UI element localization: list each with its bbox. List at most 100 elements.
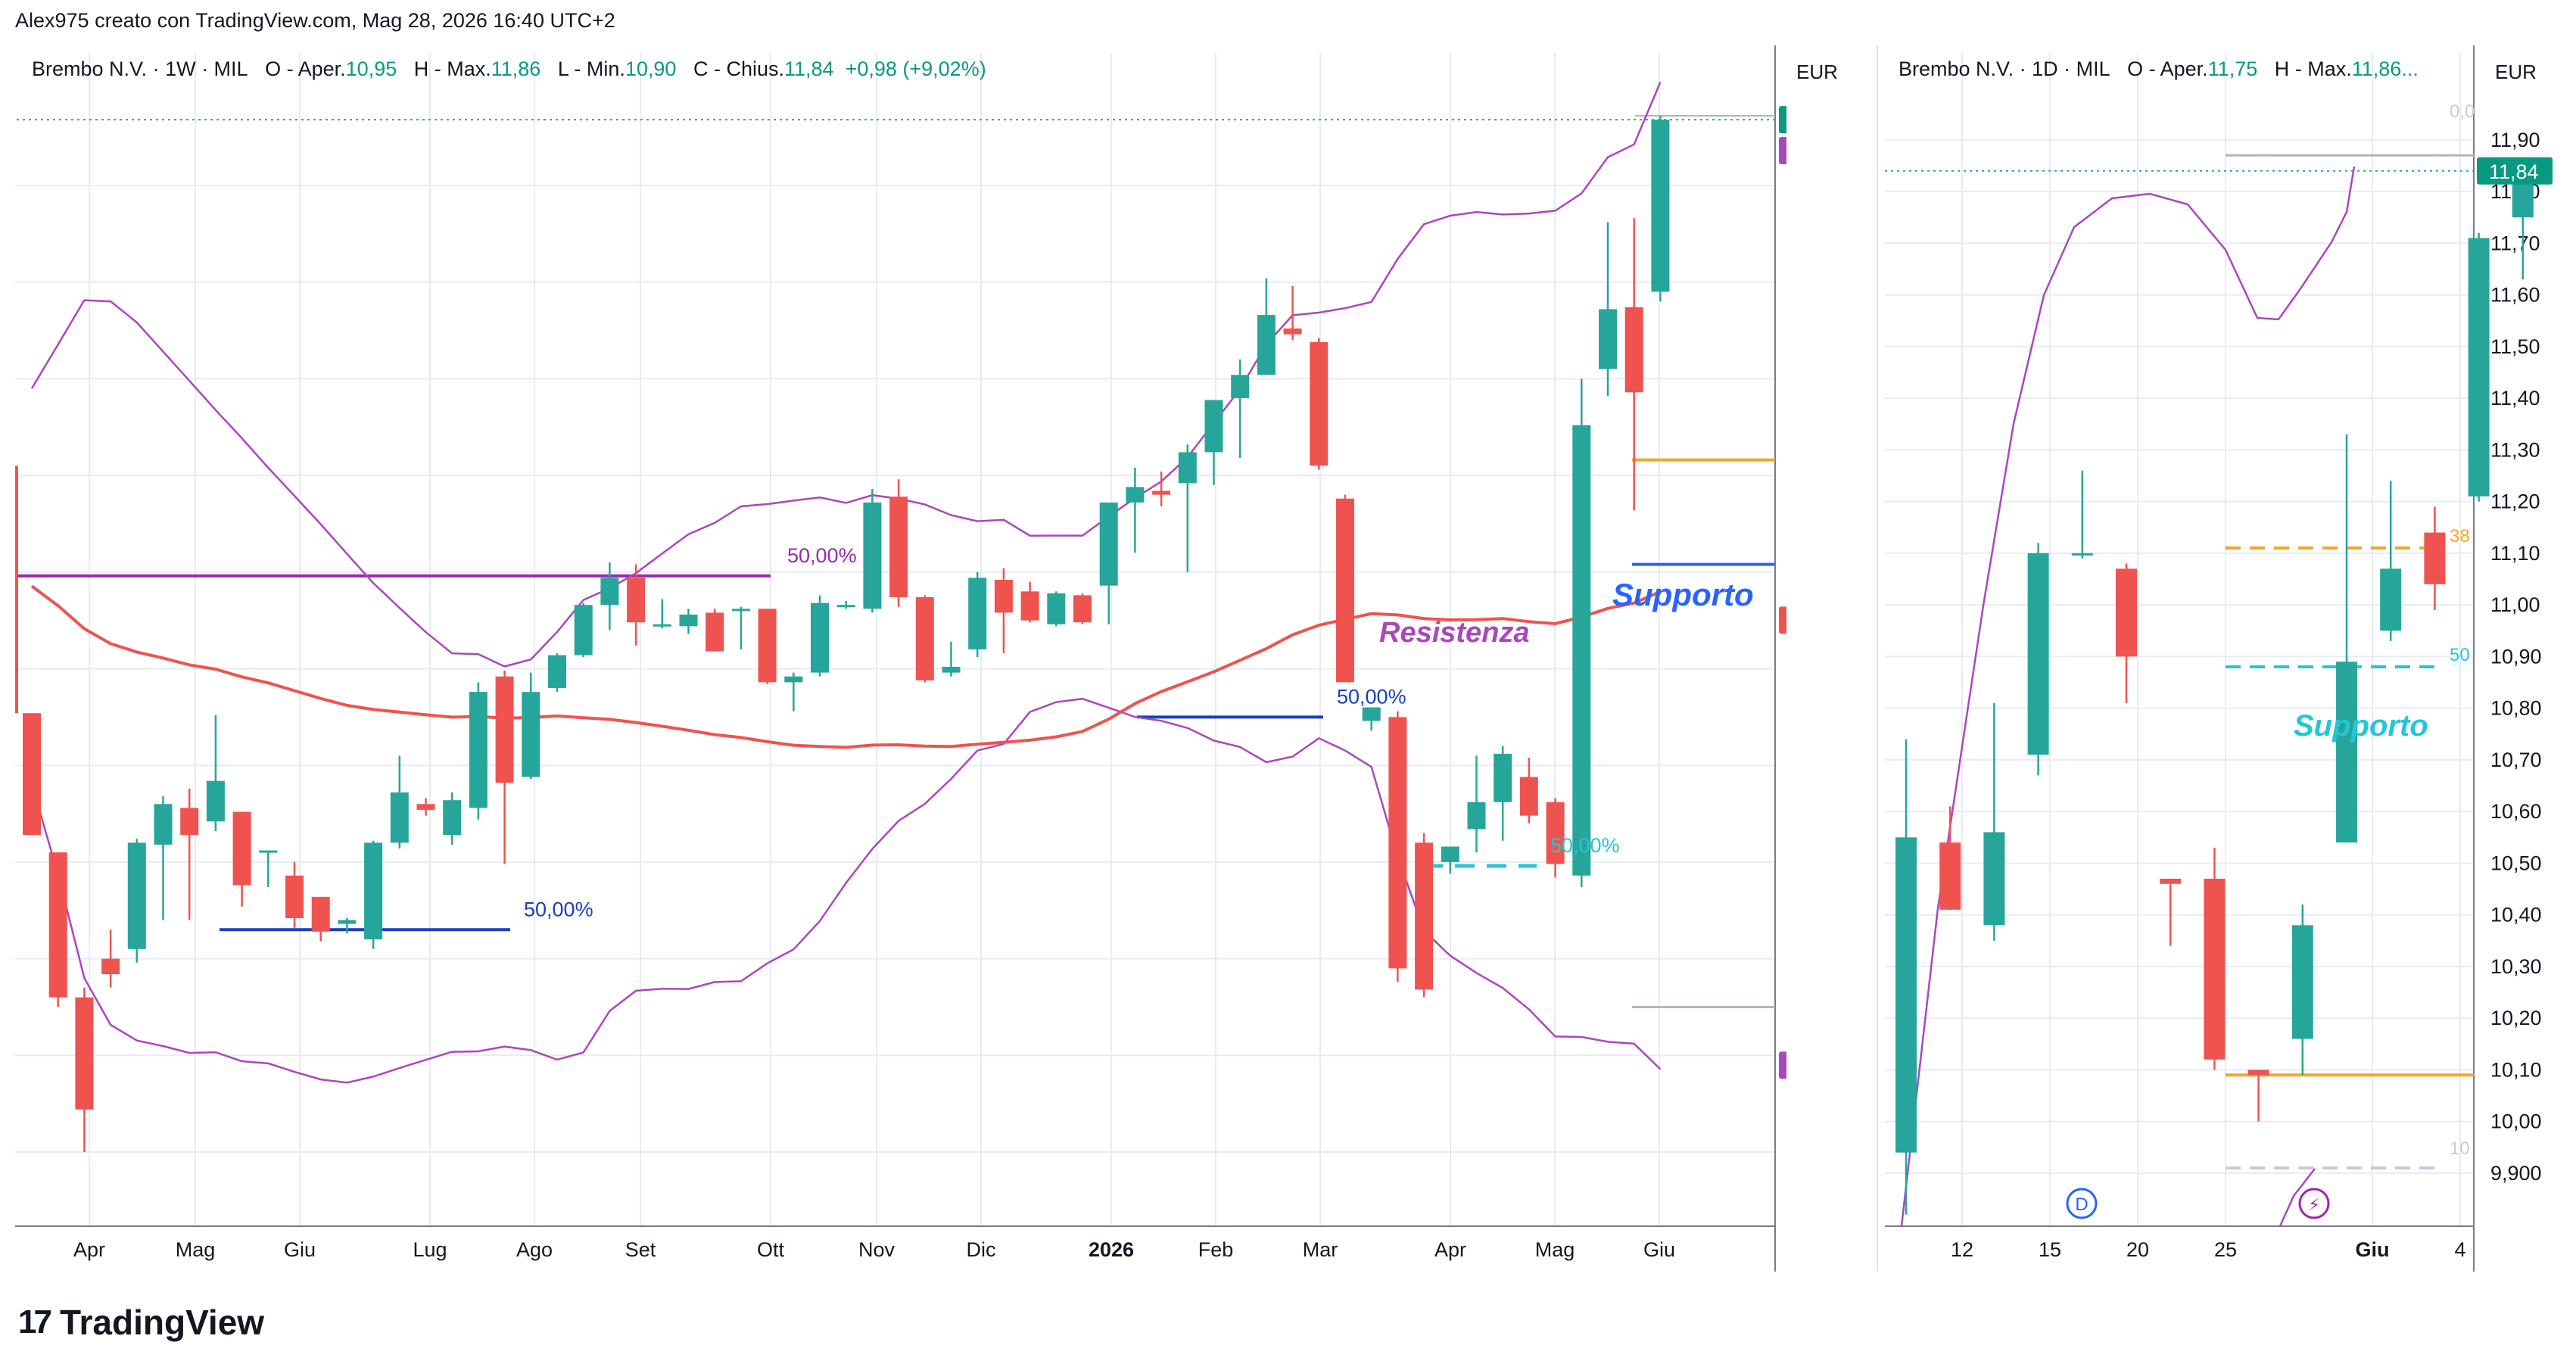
candle-body — [522, 692, 540, 777]
candle-body — [863, 502, 882, 609]
candle-body — [1047, 593, 1066, 624]
fib-label-50-resistance: 50,00% — [787, 544, 857, 567]
candle-body — [1441, 846, 1459, 862]
candle-body — [75, 997, 94, 1110]
candle-body — [574, 605, 593, 655]
candle-body — [2160, 878, 2182, 884]
y-tick-label: 10,70 — [2490, 749, 2542, 771]
candle-body — [1388, 717, 1407, 969]
candle-body — [469, 692, 487, 808]
y-tick-label: 11,00 — [2490, 593, 2540, 616]
candle-body — [994, 580, 1013, 613]
candle-body — [1599, 309, 1617, 369]
fib-label-50-mid: 50,00% — [1337, 685, 1406, 708]
x-tick-label: Ott — [757, 1238, 785, 1261]
last-price-badge-bg — [1779, 106, 1786, 134]
event-marker — [2298, 1188, 2330, 1219]
y-tick-label: 10,60 — [2490, 800, 2542, 823]
last-price-badge-bg — [2477, 157, 2553, 185]
candle-body — [154, 804, 173, 845]
fib-label-50-support: 50,00% — [524, 898, 593, 920]
candle-body — [1126, 487, 1145, 503]
moving-average-line — [30, 584, 1662, 749]
candle-body — [206, 780, 225, 822]
y-tick-label: 10,00 — [2490, 1110, 2542, 1133]
candle-body — [1362, 707, 1381, 721]
x-tick-label: Mag — [176, 1238, 216, 1261]
x-tick-label: Ago — [516, 1238, 553, 1261]
candle-body — [285, 875, 304, 918]
legend-change: +0,98 (+9,02%) — [845, 58, 986, 80]
candle-body — [1231, 375, 1250, 398]
supporto-label: Supporto — [2294, 709, 2428, 743]
x-tick-label: 15 — [2039, 1238, 2061, 1261]
legend-symbol: Brembo N.V. · 1W · MIL — [32, 58, 248, 80]
candle-body — [2291, 925, 2313, 1039]
candle-body — [443, 800, 462, 836]
y-tick-label: 11,50 — [2490, 335, 2540, 358]
bollinger-lower-line — [2279, 1168, 2316, 1227]
fib-38-label: 38 — [2450, 526, 2470, 546]
x-tick-label: Set — [625, 1238, 656, 1261]
last-price-badge: 11,84 — [2489, 160, 2539, 183]
candle-body — [1073, 595, 1092, 623]
y-tick-label: 11,20 — [2490, 490, 2540, 513]
weekly-chart[interactable]: 11,5011,0010,5010,0009,5009,0008,5008,00… — [0, 0, 1786, 1287]
candle-body — [1519, 777, 1538, 816]
x-tick-label: Giu — [284, 1238, 316, 1261]
candle-body — [180, 808, 199, 836]
fib-label-50-cyan: 50,00% — [1550, 834, 1620, 857]
candle-body — [653, 624, 671, 627]
candle-body — [2336, 662, 2357, 843]
x-tick-label: Feb — [1198, 1238, 1234, 1261]
y-tick-label: 10,20 — [2490, 1007, 2542, 1029]
candle-body — [784, 676, 803, 683]
y-tick-label: 11,10 — [2490, 542, 2540, 565]
candle-body — [1494, 753, 1512, 802]
candle-body — [1204, 400, 1223, 453]
x-tick-label: Mar — [1303, 1238, 1338, 1261]
tradingview-logo-icon: 17 — [18, 1303, 52, 1340]
candle-body — [2380, 568, 2402, 631]
candle-body — [1415, 842, 1434, 990]
candle-body — [1651, 120, 1670, 292]
y-tick-label: 9,900 — [2490, 1162, 2542, 1185]
candle-body — [1895, 837, 1917, 1153]
candle-body — [679, 614, 698, 627]
candle-body — [1178, 452, 1197, 484]
candle-body — [1546, 802, 1565, 864]
candle-body — [259, 850, 278, 853]
candle-body — [942, 666, 961, 673]
x-tick-label: Giu — [1643, 1238, 1675, 1261]
legend-open: 11,75 — [2207, 58, 2258, 80]
candle-body — [548, 655, 566, 689]
candle-body — [600, 578, 619, 606]
candle-body — [2468, 238, 2490, 497]
fib-100-label: 10 — [2450, 1138, 2470, 1159]
currency-label-weekly: EUR — [1796, 61, 1838, 83]
candle-body — [1099, 502, 1118, 586]
y-tick-label: 10,30 — [2490, 955, 2542, 978]
candle-body — [364, 842, 383, 940]
candle-body — [968, 578, 987, 649]
y-tick-label: 11,90 — [2490, 129, 2540, 151]
legend-close: 11,84 — [783, 58, 834, 80]
daily-chart[interactable]: 11,9011,8011,7011,6011,5011,4011,3011,20… — [0, 0, 2576, 1287]
candle-body — [811, 602, 829, 673]
candle-body — [232, 811, 251, 886]
candle-body — [2071, 553, 2093, 556]
x-tick-label: 25 — [2214, 1238, 2237, 1261]
candle-body — [48, 852, 67, 998]
candle-body — [2027, 553, 2049, 755]
bollinger-upper-line — [30, 82, 1662, 668]
x-tick-label: 4 — [2454, 1238, 2465, 1261]
dividend-marker-label: D — [2075, 1194, 2088, 1215]
candle-body — [1283, 328, 1302, 335]
candle-body — [127, 842, 146, 949]
candle-body — [1020, 591, 1039, 621]
y-tick-label: 10,40 — [2490, 904, 2542, 926]
candle-body — [311, 896, 330, 932]
x-tick-label: Dic — [967, 1238, 996, 1261]
candle-body — [1152, 490, 1171, 495]
lightning-icon: ⚡ — [2308, 1196, 2319, 1215]
